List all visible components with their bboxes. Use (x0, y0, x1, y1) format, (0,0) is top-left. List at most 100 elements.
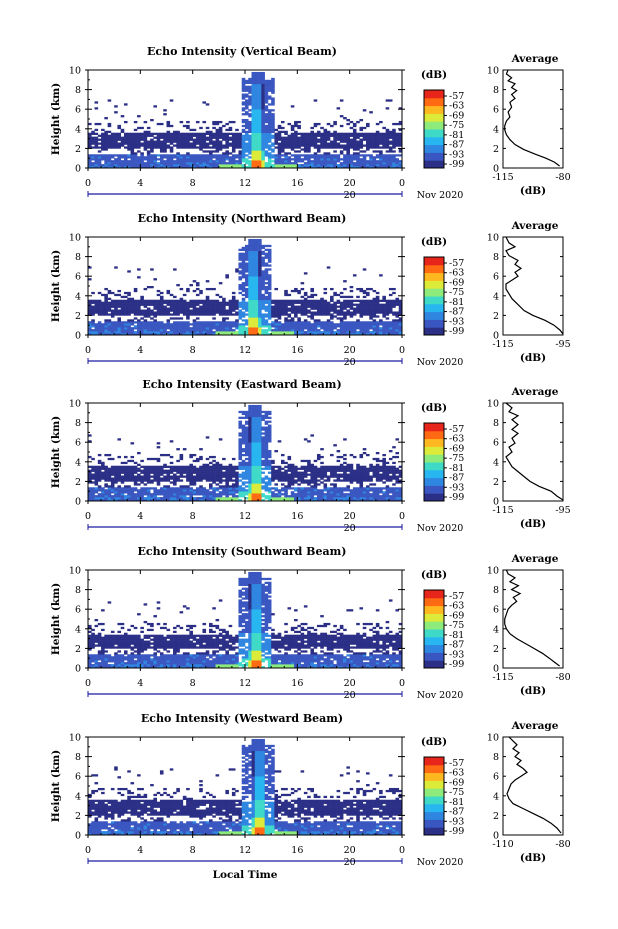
heatmap-cell (343, 144, 347, 147)
heatmap-cell (114, 140, 118, 143)
heatmap-cell (231, 313, 236, 316)
heatmap-cell (179, 333, 184, 336)
heatmap-cell (133, 299, 138, 302)
heatmap-cell (127, 138, 131, 141)
heatmap-cell (251, 258, 256, 261)
heatmap-cell (254, 493, 259, 496)
heatmap-cell (258, 323, 262, 326)
heatmap-cell (245, 79, 249, 83)
heatmap-cell (209, 138, 213, 141)
heatmap-cell (379, 146, 383, 149)
heatmap-cell (284, 136, 288, 139)
heatmap-cell (274, 331, 279, 334)
heatmap-cell (117, 166, 122, 169)
heatmap-cell (303, 148, 308, 151)
heatmap-cell (307, 311, 311, 314)
heatmap-cell (150, 156, 154, 159)
heatmap-cell (186, 313, 190, 316)
heatmap-cell (140, 465, 144, 468)
heatmap-cell (258, 444, 262, 447)
heatmap-cell (117, 477, 122, 480)
heatmap-cell (137, 158, 141, 161)
heatmap-cell (287, 122, 292, 126)
heatmap-cell (209, 475, 213, 478)
heatmap-cell (173, 479, 177, 482)
heatmap-cell (199, 465, 203, 468)
heatmap-cell (395, 327, 400, 330)
heatmap-cell (222, 124, 226, 128)
heatmap-cell (323, 305, 328, 308)
heatmap-cell (251, 453, 256, 457)
heatmap-cell (375, 309, 380, 312)
profile-line (504, 69, 560, 167)
heatmap-cell (349, 299, 354, 302)
heatmap-cell (195, 475, 200, 478)
heatmap-cell (392, 331, 396, 334)
heatmap-cell (199, 136, 203, 139)
heatmap-cell (254, 276, 259, 279)
heatmap-cell (349, 289, 354, 293)
heatmap-cell (97, 495, 102, 498)
heatmap-cell (130, 134, 135, 137)
heatmap-cell (303, 321, 308, 324)
heatmap-cell (228, 311, 233, 314)
heatmap-cell (163, 495, 167, 498)
heatmap-cell (248, 321, 252, 324)
heatmap-cell (238, 327, 243, 330)
heatmap-cell (307, 315, 311, 318)
heatmap-cell (182, 491, 187, 494)
heatmap-cell (385, 140, 390, 143)
heatmap-cell (251, 238, 256, 242)
heatmap-cell (97, 142, 102, 145)
heatmap-cell (133, 311, 138, 314)
heatmap-cell (310, 327, 314, 330)
heatmap-cell (199, 299, 203, 302)
heatmap-cell (117, 323, 122, 326)
heatmap-cell (271, 113, 275, 116)
heatmap-cell (254, 287, 259, 291)
heatmap-cell (114, 477, 118, 480)
heatmap-cell (261, 477, 265, 480)
heatmap-cell (156, 446, 161, 449)
heatmap-cell (107, 497, 112, 500)
heatmap-cell (199, 144, 203, 147)
heatmap-cell (379, 309, 383, 312)
heatmap-cell (267, 132, 272, 135)
heatmap-cell (114, 136, 118, 139)
heatmap-cell (150, 150, 154, 153)
heatmap-cell (362, 305, 367, 308)
heatmap-cell (238, 138, 243, 141)
heatmap-cell (143, 305, 148, 308)
heatmap-cell (398, 164, 403, 167)
heatmap-cell (320, 299, 324, 302)
heatmap-cell (231, 291, 236, 295)
heatmap-cell (277, 156, 282, 159)
heatmap-cell (169, 124, 174, 128)
heatmap-cell (271, 83, 275, 86)
heatmap-cell (323, 287, 328, 291)
heatmap-cell (202, 493, 207, 496)
heatmap-cell (326, 144, 331, 147)
heatmap-cell (163, 327, 167, 330)
heatmap-cell (248, 272, 252, 275)
heatmap-cell (316, 138, 321, 141)
heatmap-cell (123, 309, 128, 312)
heatmap-cell (258, 440, 262, 443)
heatmap-cell (248, 77, 252, 81)
heatmap-cell (176, 495, 180, 498)
heatmap-cell (261, 246, 265, 250)
heatmap-cell (107, 485, 112, 488)
heatmap-cell (169, 301, 174, 304)
heatmap-cell (199, 469, 203, 472)
heatmap-cell (254, 311, 259, 314)
heatmap-cell (264, 329, 269, 332)
heatmap-cell (343, 287, 347, 291)
heatmap-cell (395, 122, 400, 126)
heatmap-cell (254, 499, 259, 502)
heatmap-cell (218, 467, 223, 470)
heatmap-cell (372, 321, 377, 324)
heatmap-cell (375, 305, 380, 308)
profile-frame (502, 236, 564, 336)
heatmap-cell (333, 166, 337, 169)
heatmap-cell (254, 461, 259, 465)
